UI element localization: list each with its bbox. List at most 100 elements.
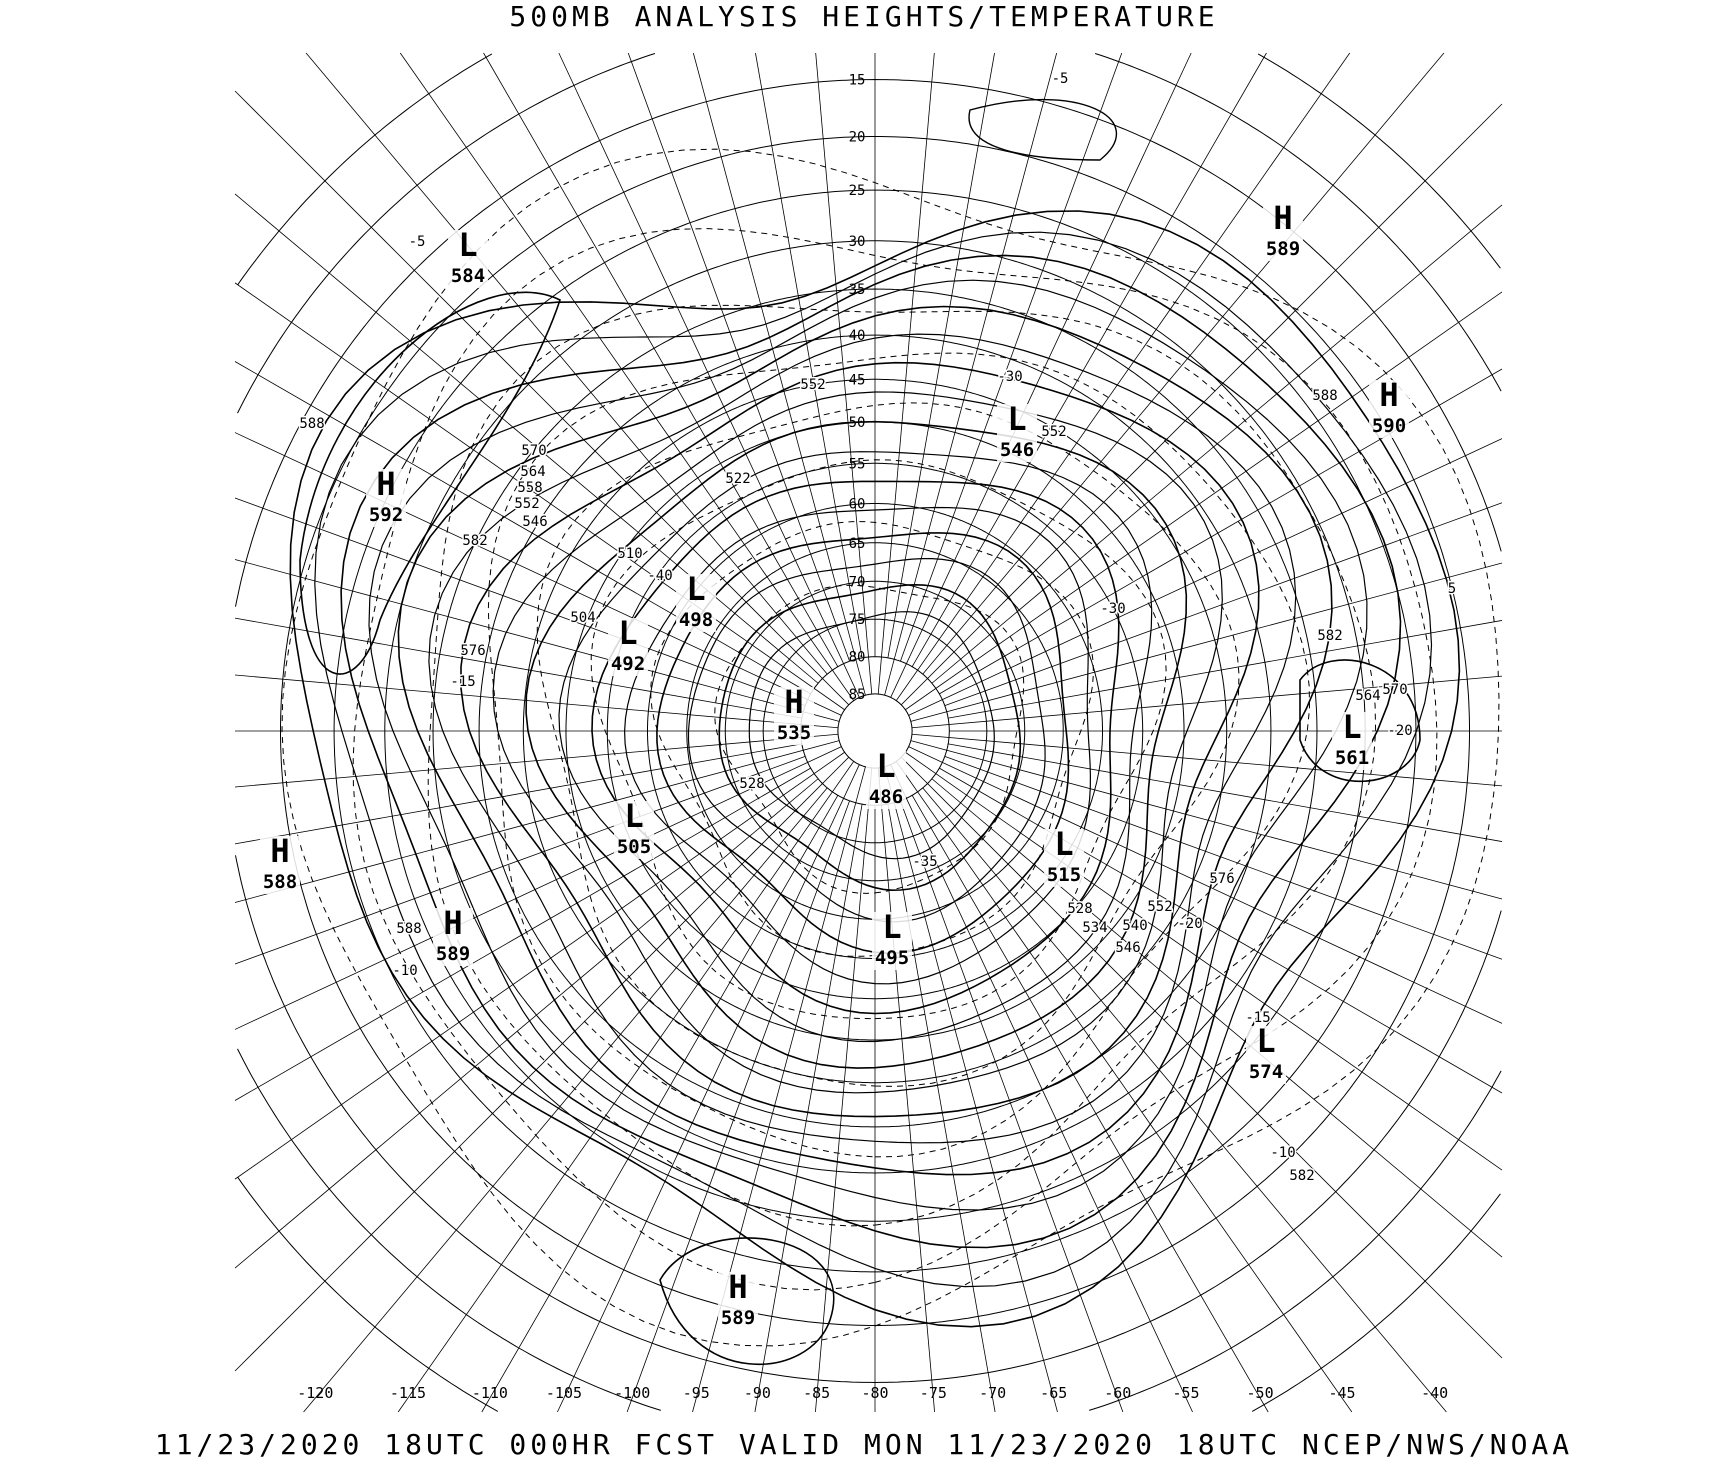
contour-label: 522 — [725, 471, 750, 487]
meridian-line — [399, 52, 855, 701]
meridian-line — [234, 193, 819, 684]
meridian-line — [910, 740, 1503, 900]
height-contour — [314, 231, 1433, 1288]
longitude-label: -85 — [803, 1384, 830, 1402]
height-contour — [525, 420, 1188, 1069]
meridian-line — [931, 778, 1503, 1258]
meridian-line — [905, 291, 1503, 711]
center-letter: H — [728, 1268, 747, 1306]
center-letter: H — [270, 832, 289, 870]
meridian-line — [303, 787, 828, 1413]
meridian-line — [922, 787, 1447, 1413]
longitude-label: -50 — [1247, 1384, 1274, 1402]
contour-label: -5 — [409, 234, 426, 250]
height-contour — [968, 98, 1118, 161]
center-value: 592 — [369, 504, 403, 526]
meridian-line — [939, 767, 1503, 1094]
contour-label: -30 — [997, 369, 1022, 385]
contour-label: -5 — [1052, 71, 1069, 87]
meridian-line — [234, 90, 850, 706]
contour-label: 570 — [521, 443, 546, 459]
center-letter: L — [624, 797, 643, 835]
meridian-line — [815, 767, 873, 1413]
center-letter: L — [458, 226, 477, 264]
height-contour — [492, 391, 1223, 1094]
contour-label: 552 — [800, 377, 825, 393]
longitude-label: -110 — [472, 1384, 508, 1402]
meridian-line — [234, 282, 845, 711]
meridian-line — [948, 743, 1503, 842]
center-value: 589 — [721, 1307, 755, 1329]
height-contour — [428, 333, 1297, 1144]
meridian-line — [397, 761, 855, 1413]
meridian-line — [887, 52, 995, 658]
center-letter: H — [1273, 199, 1292, 237]
contour-label: 576 — [460, 643, 485, 659]
meridian-line — [877, 52, 935, 695]
meridian-line — [900, 103, 1503, 706]
latitude-label: 25 — [849, 183, 866, 199]
center-letter: L — [1256, 1022, 1275, 1060]
contour-label: 582 — [1289, 1168, 1314, 1184]
longitude-label: -100 — [614, 1384, 650, 1402]
meridian-line — [754, 804, 863, 1413]
meridian-line — [234, 740, 840, 903]
meridian-line — [884, 766, 1058, 1413]
longitude-label: -80 — [861, 1384, 888, 1402]
center-value: 589 — [1266, 238, 1300, 260]
height-contour — [687, 558, 1046, 923]
height-contour — [718, 583, 1022, 892]
meridian-line — [234, 432, 842, 716]
center-value: 486 — [869, 786, 903, 808]
latitude-label: 80 — [849, 650, 866, 666]
height-contour — [748, 611, 995, 860]
latitude-label: 60 — [849, 497, 866, 513]
longitude-label: -90 — [744, 1384, 771, 1402]
meridian-line — [944, 502, 1503, 706]
contour-label: 546 — [1115, 940, 1140, 956]
contour-label: -30 — [1100, 601, 1125, 617]
contour-label: 564 — [1355, 688, 1380, 704]
contour-label: -15 — [450, 674, 475, 690]
meridian-line — [922, 52, 1445, 675]
center-letter: L — [882, 908, 901, 946]
meridian-line — [900, 800, 1124, 1413]
contour-label: 588 — [299, 416, 324, 432]
meridian-line — [895, 761, 1353, 1413]
contour-label: 510 — [617, 546, 642, 562]
contour-label: 570 — [1382, 682, 1407, 698]
longitude-label: -115 — [390, 1384, 426, 1402]
meridian-line — [884, 52, 1058, 696]
valid-time-footer: 11/23/2020 18UTC 000HR FCST VALID MON 11… — [154, 1428, 1574, 1461]
meridian-line — [234, 778, 819, 1269]
center-value: 584 — [451, 265, 485, 287]
meridian-line — [234, 674, 839, 729]
center-value: 495 — [875, 947, 909, 969]
latitude-circle — [837, 693, 913, 769]
meridian-line — [911, 52, 1267, 667]
longitude-label: -105 — [546, 1384, 582, 1402]
center-letter: L — [1007, 400, 1026, 438]
longitude-label: -75 — [920, 1384, 947, 1402]
meridian-line — [911, 733, 1503, 787]
temperature-contour — [487, 352, 1311, 1158]
longitude-label: -70 — [979, 1384, 1006, 1402]
height-contour — [558, 451, 1153, 1043]
contour-label: 540 — [1122, 918, 1147, 934]
longitude-label: -65 — [1040, 1384, 1067, 1402]
height-contour — [397, 305, 1333, 1176]
height-contour — [1299, 659, 1421, 783]
meridian-line — [895, 52, 1351, 701]
contour-label: -40 — [647, 568, 672, 584]
contour-label: -35 — [912, 854, 937, 870]
center-value: 589 — [436, 943, 470, 965]
meridian-line — [558, 52, 860, 698]
meridian-line — [815, 52, 873, 695]
meridian-line — [234, 767, 811, 1101]
height-contour — [591, 480, 1120, 1015]
